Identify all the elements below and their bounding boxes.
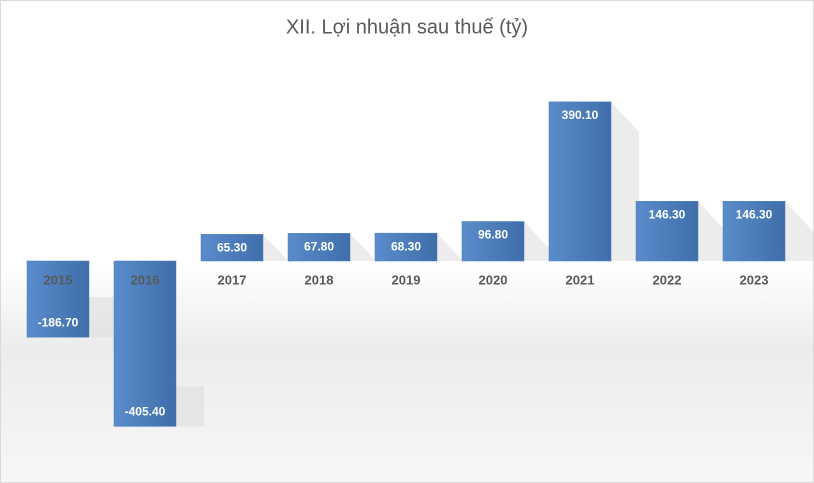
x-tick-label: 2016 — [131, 272, 160, 287]
bar — [113, 260, 177, 427]
bar — [548, 101, 612, 262]
bar — [26, 260, 90, 338]
data-label: 146.30 — [736, 207, 773, 221]
bar-shadow — [350, 233, 378, 264]
bar — [374, 232, 438, 262]
x-tick-label: 2021 — [566, 272, 595, 287]
x-tick-label: 2019 — [392, 272, 421, 287]
x-tick-label: 2023 — [740, 272, 769, 287]
bar-shadow — [89, 297, 117, 338]
data-label: 67.80 — [304, 240, 334, 254]
bar — [200, 234, 264, 262]
bar — [635, 201, 699, 262]
bar — [461, 221, 525, 262]
bar-shadow — [263, 234, 291, 265]
data-label: 146.30 — [649, 207, 686, 221]
x-tick-label: 2020 — [479, 272, 508, 287]
x-tick-label: 2018 — [305, 272, 334, 287]
data-label: 65.30 — [217, 241, 247, 255]
bar-shadow — [785, 201, 813, 261]
data-label: -186.70 — [38, 315, 79, 329]
data-label: -405.40 — [125, 405, 166, 419]
bar — [722, 201, 786, 262]
bar-shadow — [437, 233, 465, 264]
x-tick-label: 2022 — [653, 272, 682, 287]
bar — [287, 233, 351, 262]
bar-shadow — [611, 101, 639, 261]
chart-title: XII. Lợi nhuận sau thuế (tỷ) — [286, 16, 528, 38]
x-tick-label: 2015 — [44, 272, 73, 287]
data-label: 68.30 — [391, 239, 421, 253]
bar-shadow — [698, 201, 726, 261]
data-label: 96.80 — [478, 228, 508, 242]
data-label: 390.10 — [562, 108, 599, 122]
bar-shadow — [524, 221, 552, 261]
x-tick-label: 2017 — [218, 272, 247, 287]
bar-shadow — [176, 386, 204, 427]
